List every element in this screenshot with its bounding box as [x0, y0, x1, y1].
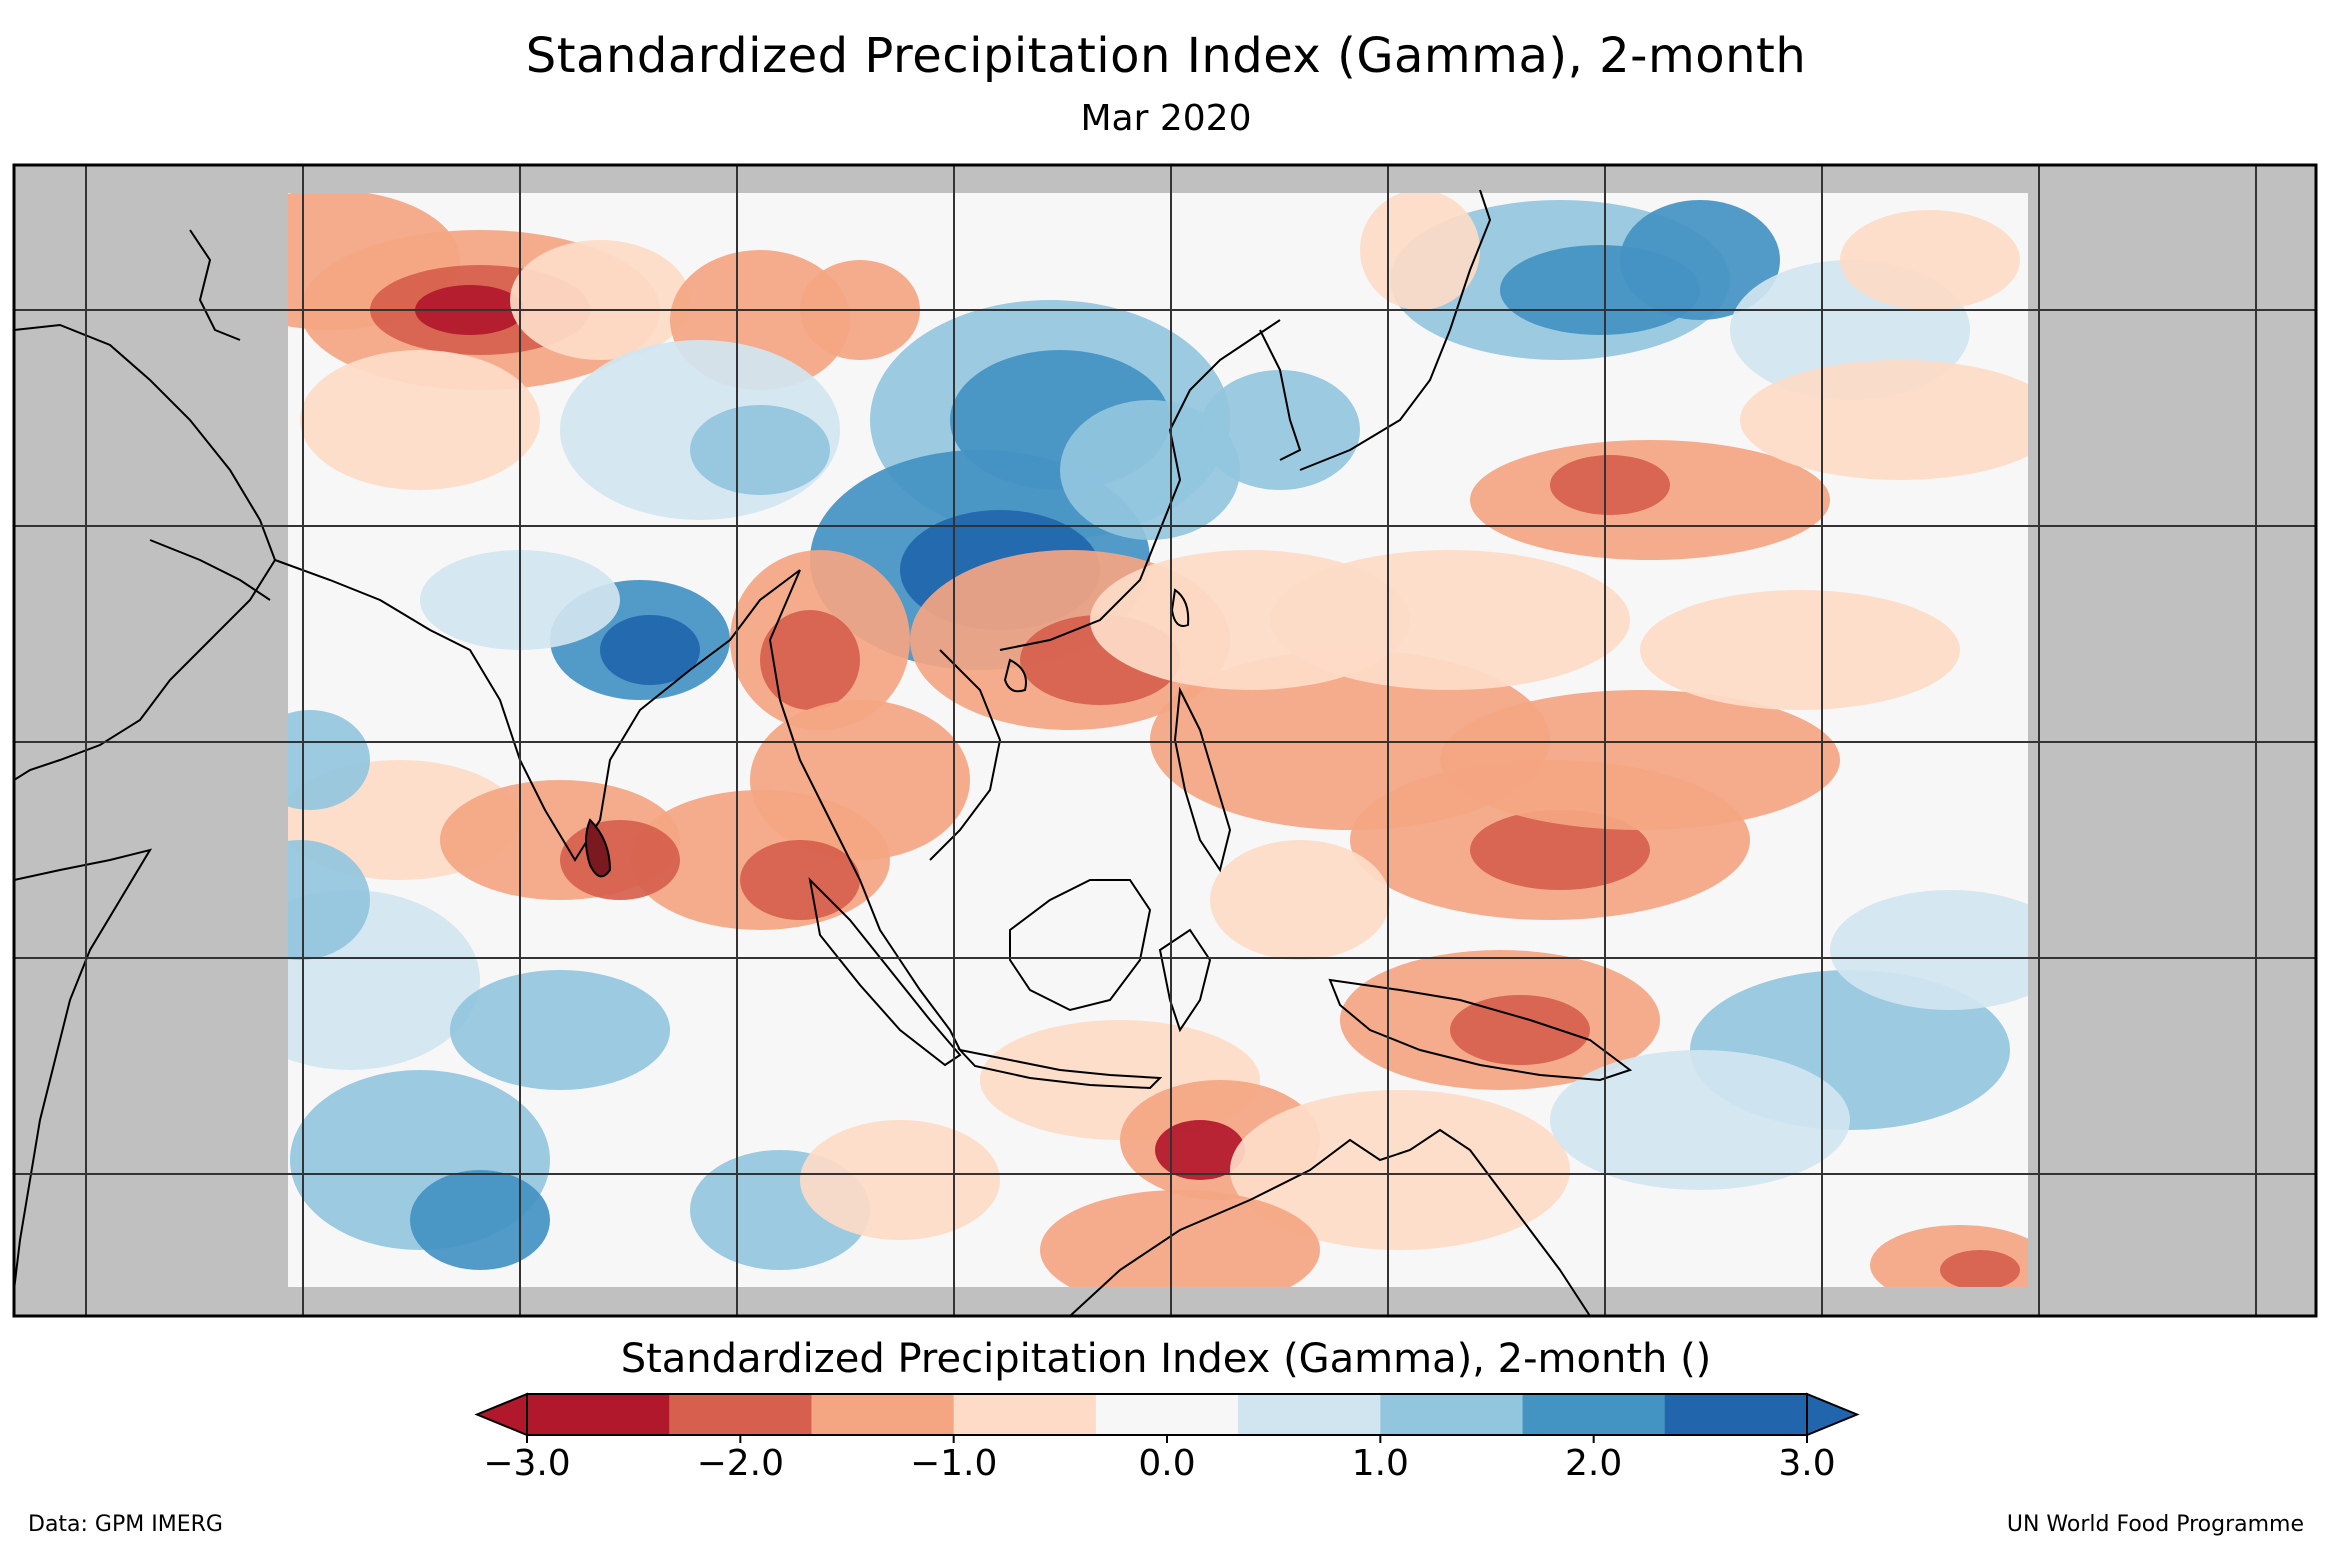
spi-anomaly-patch	[690, 405, 830, 495]
coastline-australia	[1069, 1128, 1591, 1316]
spi-anomaly-patch	[1270, 550, 1630, 690]
colorbar-tick-label: −3.0	[483, 1443, 571, 1484]
colorbar-over-arrow	[1806, 1392, 1860, 1437]
colorbar-bin	[1095, 1394, 1239, 1435]
colorbar-bin	[953, 1394, 1097, 1435]
colorbar-bin	[1664, 1394, 1808, 1435]
spi-anomaly-patch	[1550, 1050, 1850, 1190]
coastline-new-guinea	[1328, 978, 1633, 1082]
spi-anomaly-patch	[1155, 1120, 1245, 1180]
colorbar-tick-label: −2.0	[696, 1443, 785, 1484]
spi-anomaly-patch	[1550, 455, 1670, 515]
spi-anomaly-patch	[1740, 360, 2028, 480]
spi-anomaly-patch	[1210, 840, 1390, 960]
spi-anomaly-patch	[1620, 200, 1780, 320]
colorbar-bin	[1522, 1394, 1666, 1435]
spi-anomaly-patch	[288, 840, 370, 960]
colorbar-bin	[669, 1394, 812, 1435]
spi-anomaly-patch	[1640, 590, 1960, 710]
spi-anomaly-patch	[288, 710, 370, 810]
coastline-java	[957, 1048, 1163, 1090]
spi-anomaly-patch	[1830, 890, 2028, 1010]
colorbar-bin	[811, 1394, 955, 1435]
coastline-arabia	[14, 323, 277, 781]
map-title: Standardized Precipitation Index (Gamma)…	[525, 28, 1807, 84]
colorbar-tick-label: 2.0	[1565, 1443, 1623, 1484]
spi-anomaly-patch	[510, 240, 690, 360]
spi-anomaly-patch	[300, 350, 540, 490]
map-subtitle: Mar 2020	[1080, 98, 1252, 139]
coastline-japan	[1299, 189, 1492, 471]
colorbar-bin	[1380, 1394, 1524, 1435]
spi-anomaly-patch	[1360, 193, 1480, 310]
spi-field	[288, 193, 2028, 1287]
coastline-china	[999, 319, 1281, 651]
spi-anomaly-patch	[740, 840, 860, 920]
spi-anomaly-patch	[760, 610, 860, 710]
colorbar-tick-label: 0.0	[1138, 1443, 1196, 1484]
coastline-borneo	[1009, 879, 1152, 1012]
coastline-korea	[1259, 329, 1302, 461]
spi-anomaly-patch	[1040, 1190, 1320, 1287]
coastline-sri-lanka	[585, 818, 612, 878]
colorbar	[474, 1392, 1860, 1443]
coastline-east-africa	[14, 848, 153, 1291]
coastline-caspian	[189, 229, 241, 341]
map-frame	[12, 163, 2318, 1318]
data-source-label: Data: GPM IMERG	[28, 1512, 223, 1537]
spi-anomaly-patch	[1840, 210, 2020, 310]
spi-anomaly-patch	[1060, 400, 1240, 540]
spi-anomaly-patch	[1230, 1090, 1570, 1250]
graticule	[14, 165, 2316, 1316]
credit-label: UN World Food Programme	[2006, 1512, 2304, 1537]
spi-anomaly-patch	[1940, 1250, 2020, 1287]
coastline-taiwan	[1170, 588, 1190, 627]
spi-anomaly-patch	[1450, 995, 1590, 1065]
colorbar-tick-label: 1.0	[1351, 1443, 1409, 1484]
coastline-persian-gulf	[149, 539, 271, 601]
spi-anomaly-patch	[560, 820, 680, 900]
coastline-philippines	[1173, 686, 1232, 873]
spi-anomaly-patch	[1200, 370, 1360, 490]
coastline-sumatra	[808, 877, 962, 1067]
coastline-hainan	[1003, 658, 1027, 693]
spi-anomaly-patch	[800, 1120, 1000, 1240]
colorbar-bin	[527, 1394, 670, 1435]
coastline-mainland-sea	[768, 569, 961, 1051]
spi-anomaly-patch	[1440, 690, 1840, 830]
coastline-india	[274, 559, 801, 862]
spi-anomaly-patch	[600, 615, 700, 685]
coastlines	[14, 189, 1633, 1316]
colorbar-tick-label: −1.0	[909, 1443, 998, 1484]
colorbar-tick-label: 3.0	[1778, 1443, 1836, 1484]
spi-anomaly-patch	[450, 970, 670, 1090]
spi-anomaly-patch	[410, 1170, 550, 1270]
colorbar-bin	[1238, 1394, 1381, 1435]
colorbar-under-arrow	[474, 1392, 528, 1437]
colorbar-title: Standardized Precipitation Index (Gamma)…	[620, 1336, 1712, 1382]
